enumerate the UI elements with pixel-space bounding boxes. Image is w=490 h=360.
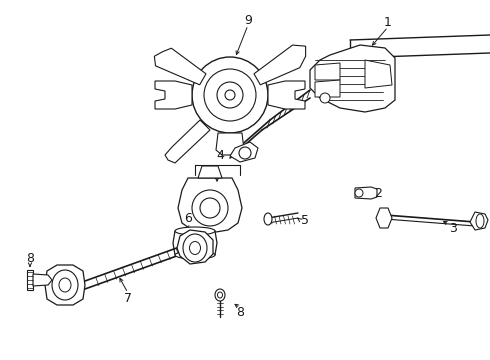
Ellipse shape <box>175 227 215 235</box>
Polygon shape <box>310 45 395 112</box>
Text: 5: 5 <box>301 213 309 226</box>
Circle shape <box>217 82 243 108</box>
Polygon shape <box>230 142 258 162</box>
Text: 8: 8 <box>236 306 244 319</box>
Polygon shape <box>216 133 244 155</box>
Circle shape <box>320 93 330 103</box>
Polygon shape <box>315 63 340 80</box>
Ellipse shape <box>181 238 209 248</box>
Polygon shape <box>177 230 213 264</box>
Polygon shape <box>27 270 33 290</box>
Text: 2: 2 <box>374 186 382 199</box>
Ellipse shape <box>218 292 222 298</box>
Text: 6: 6 <box>184 212 192 225</box>
Ellipse shape <box>190 242 200 255</box>
Ellipse shape <box>476 214 484 228</box>
Polygon shape <box>165 120 210 163</box>
Polygon shape <box>315 80 340 97</box>
Ellipse shape <box>215 289 225 301</box>
Polygon shape <box>155 81 192 109</box>
Circle shape <box>225 90 235 100</box>
Circle shape <box>200 198 220 218</box>
Ellipse shape <box>175 251 215 259</box>
Ellipse shape <box>264 213 272 225</box>
Text: 8: 8 <box>26 252 34 265</box>
Ellipse shape <box>183 234 207 262</box>
Circle shape <box>192 57 268 133</box>
Text: 3: 3 <box>449 221 457 234</box>
Polygon shape <box>178 178 242 233</box>
Text: 7: 7 <box>124 292 132 305</box>
Circle shape <box>192 190 228 226</box>
Circle shape <box>239 147 251 159</box>
Circle shape <box>204 69 256 121</box>
Text: 4: 4 <box>216 149 224 162</box>
Polygon shape <box>470 212 488 230</box>
Text: 9: 9 <box>244 14 252 27</box>
Polygon shape <box>154 48 206 85</box>
Ellipse shape <box>52 270 78 300</box>
Polygon shape <box>268 81 305 109</box>
Polygon shape <box>198 166 222 178</box>
Polygon shape <box>173 231 217 255</box>
Polygon shape <box>355 187 377 199</box>
Polygon shape <box>45 265 85 305</box>
Polygon shape <box>376 208 392 228</box>
Text: 1: 1 <box>384 15 392 28</box>
Polygon shape <box>365 60 392 88</box>
Circle shape <box>355 189 363 197</box>
Polygon shape <box>254 45 306 85</box>
Ellipse shape <box>59 278 71 292</box>
Polygon shape <box>33 274 52 286</box>
